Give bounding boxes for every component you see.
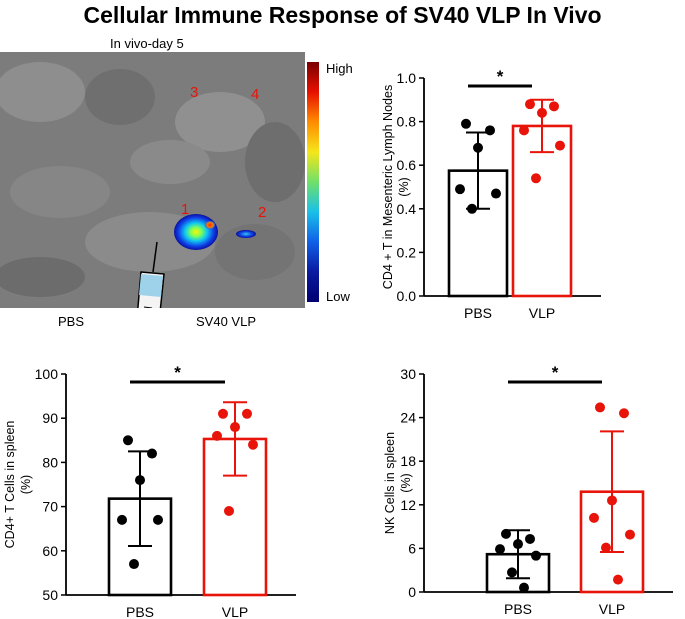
mouse-number-1: 1 [181, 201, 189, 218]
data-point [613, 574, 623, 585]
data-point [595, 402, 605, 413]
data-point [537, 107, 547, 118]
y-tick-label: 0 [408, 584, 416, 600]
data-point [230, 422, 240, 433]
data-point [485, 125, 495, 136]
figure-title: Cellular Immune Response of SV40 VLP In … [83, 2, 602, 28]
data-point [619, 408, 629, 419]
imaging-caption: In vivo-day 5 [110, 36, 184, 51]
colorbar-high-label: High [326, 61, 353, 76]
data-point [491, 188, 501, 199]
in-vivo-image: 3 4 1 2 [0, 52, 305, 308]
y-tick-label: 0.0 [397, 288, 417, 304]
data-point [242, 408, 252, 419]
data-point [589, 512, 599, 523]
data-point [601, 542, 611, 553]
colorbar [307, 62, 319, 302]
x-tick-label: PBS [504, 601, 532, 617]
data-point [461, 118, 471, 129]
data-point [501, 528, 511, 539]
data-point [455, 184, 465, 195]
y-tick-label: 12 [400, 497, 416, 513]
y-tick-label: 50 [42, 587, 58, 603]
y-tick-label: 0.8 [397, 114, 417, 130]
data-point [507, 567, 517, 578]
data-point [135, 475, 145, 486]
y-axis-label-line: (%) [397, 177, 411, 196]
y-axis-label-line: CD4+ T Cells in spleen [3, 421, 17, 549]
mouse-number-2: 2 [258, 204, 266, 221]
y-tick-label: 90 [42, 410, 58, 426]
data-point [625, 529, 635, 540]
y-tick-label: 80 [42, 454, 58, 470]
data-point [513, 539, 523, 550]
y-tick-label: 18 [400, 453, 416, 469]
y-tick-label: 70 [42, 499, 58, 515]
y-axis-label: NK Cells in spleen (%) [383, 432, 413, 534]
data-point [549, 101, 559, 112]
y-axis-label: CD4 + T in Mesenteric Lymph Nodes (%) [381, 85, 411, 289]
syringe-icon [137, 241, 165, 308]
x-tick-label: VLP [599, 601, 625, 617]
data-point [224, 506, 234, 517]
mouse-number-3: 3 [190, 84, 198, 101]
y-tick-label: 0.6 [397, 157, 417, 173]
y-tick-label: 60 [42, 543, 58, 559]
data-point [153, 514, 163, 525]
data-point [519, 125, 529, 136]
data-point [531, 550, 541, 561]
x-tick-label: VLP [529, 305, 555, 321]
y-axis-label-line: (%) [19, 475, 33, 494]
data-point [117, 514, 127, 525]
data-point [218, 408, 228, 419]
data-point [555, 140, 565, 151]
y-tick-label: 1.0 [397, 70, 417, 86]
y-tick-label: 24 [400, 410, 416, 426]
significance-star: * [174, 363, 181, 382]
y-axis-label: CD4+ T Cells in spleen (%) [3, 421, 33, 549]
data-point [525, 99, 535, 110]
chart-spleen-cd4: 50 60 70 80 90 100 CD4+ T Cells in spleen (%) PB… [3, 363, 296, 619]
data-point [607, 495, 617, 506]
x-tick-label: VLP [222, 604, 248, 619]
data-point [147, 448, 157, 459]
y-tick-label: 30 [400, 366, 416, 382]
y-tick-label: 6 [408, 540, 416, 556]
data-point [495, 544, 505, 555]
y-tick-label: 100 [35, 366, 59, 382]
x-tick-label: PBS [464, 305, 492, 321]
vlp-group-label: SV40 VLP [196, 314, 256, 329]
data-point [519, 582, 529, 593]
colorbar-low-label: Low [326, 289, 350, 304]
data-point [467, 203, 477, 214]
y-axis-label-line: (%) [399, 473, 413, 492]
y-axis-label-line: CD4 + T in Mesenteric Lymph Nodes [381, 85, 395, 289]
y-tick-label: 0.2 [397, 244, 417, 260]
data-point [212, 430, 222, 441]
mouse-number-4: 4 [251, 86, 259, 103]
data-point [525, 533, 535, 544]
significance-star: * [497, 67, 504, 86]
y-tick-label: 0.4 [397, 201, 417, 217]
y-axis-label-line: NK Cells in spleen [383, 432, 397, 534]
significance-star: * [552, 363, 559, 382]
data-point [531, 173, 541, 184]
data-point [248, 439, 258, 450]
chart-spleen-nk: 0 6 12 18 24 30 NK Cells in spleen (%) PBS VLP * [383, 363, 673, 617]
pbs-group-label: PBS [58, 314, 85, 329]
data-point [129, 559, 139, 570]
x-tick-label: PBS [126, 604, 154, 619]
data-point [473, 142, 483, 153]
data-point [123, 435, 133, 446]
